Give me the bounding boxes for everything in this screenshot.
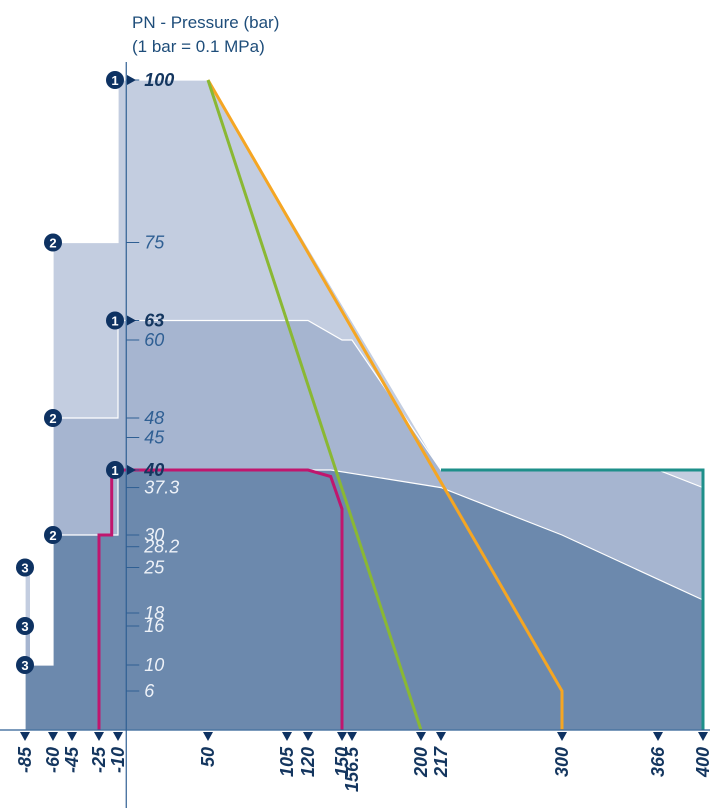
note-badges: 1 2 1 2 1 2 3 3 3 <box>16 71 136 674</box>
rating-lines <box>97 79 705 731</box>
svg-text:1: 1 <box>111 73 118 88</box>
svg-text:2: 2 <box>49 236 56 251</box>
x-tick-marker <box>67 732 77 741</box>
svg-text:3: 3 <box>21 658 28 673</box>
x-tick-label: -85 <box>15 746 35 773</box>
axes <box>0 62 710 808</box>
x-tick-label: 105 <box>277 746 297 777</box>
line-magenta <box>97 468 344 730</box>
note-badge-2: 2 <box>44 409 62 427</box>
x-tick-label: -60 <box>43 747 63 773</box>
y-tick-label: 10 <box>144 655 164 675</box>
x-tick-marker <box>416 732 426 741</box>
chart-title-line-2: (1 bar = 0.1 MPa) <box>132 37 265 56</box>
svg-text:3: 3 <box>21 619 28 634</box>
x-tick-marker <box>337 732 347 741</box>
note-badge-1: 1 <box>106 311 136 330</box>
x-tick-label: -45 <box>62 746 82 773</box>
x-tick-marker <box>48 732 58 741</box>
y-tick-label: 48 <box>144 408 164 428</box>
y-tick-label: 16 <box>144 616 165 636</box>
x-tick-label: 217 <box>431 746 451 778</box>
x-tick-marker <box>436 732 446 741</box>
x-tick-label: 156.5 <box>342 746 362 792</box>
x-tick-label: 400 <box>693 747 710 778</box>
y-tick-label: 30 <box>144 525 164 545</box>
y-tick-label: 63 <box>144 311 164 331</box>
y-tick-label: 45 <box>144 428 165 448</box>
pointer-arrow <box>127 315 136 326</box>
note-badge-1: 1 <box>106 461 136 479</box>
x-tick-label: 366 <box>648 746 668 777</box>
line-green <box>206 79 423 731</box>
svg-text:1: 1 <box>111 463 118 478</box>
svg-text:2: 2 <box>49 528 56 543</box>
x-tick-label: -10 <box>108 747 128 773</box>
note-badge-3: 3 <box>16 617 34 635</box>
svg-text:1: 1 <box>111 314 118 329</box>
x-tick-marker <box>653 732 663 741</box>
y-tick-label: 60 <box>144 330 164 350</box>
x-tick-label: 300 <box>552 747 572 777</box>
pointer-arrow <box>127 465 136 475</box>
x-tick-marker <box>113 732 123 741</box>
chart-title-line-1: PN - Pressure (bar) <box>132 13 279 32</box>
y-tick-label: 75 <box>144 233 165 253</box>
x-tick-label: 150 <box>332 747 352 777</box>
note-badge-2: 2 <box>44 233 62 252</box>
x-tick-marker <box>698 732 708 741</box>
y-tick-label: 28.2 <box>143 537 179 557</box>
note-badge-2: 2 <box>44 526 62 544</box>
y-tick-label: 25 <box>143 558 165 578</box>
x-tick-marker <box>20 732 30 741</box>
x-tick-marker <box>347 732 357 741</box>
svg-text:3: 3 <box>21 561 28 576</box>
note-badge-3: 3 <box>16 558 34 577</box>
y-tick-label: 40 <box>143 460 164 480</box>
x-tick-label: 120 <box>298 747 318 777</box>
y-tick-label: 100 <box>144 70 174 90</box>
x-tick-marker <box>557 732 567 741</box>
y-tick-label: 6 <box>144 681 155 701</box>
svg-text:2: 2 <box>49 411 56 426</box>
line-teal <box>441 468 705 730</box>
x-tick-label: 200 <box>411 747 431 778</box>
x-tick-marker <box>203 732 213 741</box>
x-tick-marker <box>94 732 104 741</box>
y-tick-label: 18 <box>144 603 164 623</box>
pointer-arrow <box>127 75 136 85</box>
note-badge-1: 1 <box>106 71 136 89</box>
x-tick-label: -25 <box>89 746 109 773</box>
x-tick-marker <box>282 732 292 741</box>
line-orange <box>206 79 564 730</box>
pressure-bands <box>24 79 704 731</box>
note-badge-3: 3 <box>16 656 34 674</box>
x-tick-label: 50 <box>198 747 218 767</box>
x-tick-marker <box>303 732 313 741</box>
y-tick-label: 37.3 <box>144 478 179 498</box>
